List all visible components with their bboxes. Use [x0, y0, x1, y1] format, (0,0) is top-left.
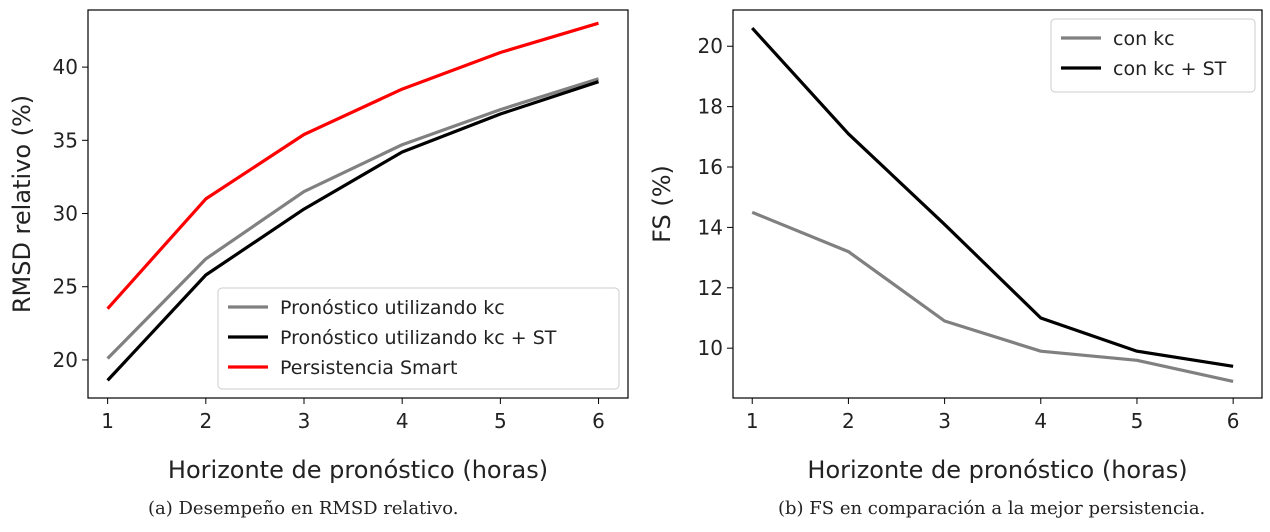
y-axis-label: RMSD relativo (%) — [8, 95, 36, 313]
x-axis-label: Horizonte de pronóstico (horas) — [807, 456, 1187, 484]
x-tick-label: 1 — [101, 409, 114, 433]
x-tick-label: 2 — [199, 409, 212, 433]
y-tick-label: 35 — [53, 128, 78, 152]
series-line-3 — [106, 21, 599, 310]
legend-label-1: Pronóstico utilizando kc — [280, 297, 505, 319]
legend: con kc con kc + ST — [1050, 18, 1256, 93]
legend-label-1: con kc — [1113, 28, 1175, 50]
x-tick-label: 6 — [592, 409, 605, 433]
legend-box — [217, 287, 620, 390]
caption-b: (b) FS en comparación a la mejor persist… — [778, 498, 1206, 519]
y-tick-label: 30 — [53, 202, 78, 226]
series-line-2 — [751, 27, 1234, 368]
y-tick-label: 18 — [698, 95, 723, 119]
legend: Pronóstico utilizando kc Pronóstico utili… — [217, 287, 620, 390]
x-tick-label: 3 — [938, 409, 951, 433]
y-tick-label: 20 — [698, 34, 723, 58]
x-tick-label: 3 — [298, 409, 311, 433]
series-line-1 — [106, 77, 599, 360]
plot-frame — [87, 9, 629, 399]
y-tick-label: 14 — [698, 215, 723, 239]
legend-label-3: Persistencia Smart — [280, 357, 457, 379]
x-tick-label: 4 — [396, 409, 409, 433]
legend-label-2: con kc + ST — [1113, 58, 1227, 80]
x-tick-label: 1 — [746, 409, 759, 433]
x-axis-label: Horizonte de pronóstico (horas) — [168, 456, 548, 484]
y-tick-label: 16 — [698, 155, 723, 179]
caption-a: (a) Desempeño en RMSD relativo. — [148, 498, 459, 519]
x-tick-label: 6 — [1227, 409, 1240, 433]
y-tick-label: 40 — [53, 55, 78, 79]
y-tick-label: 10 — [698, 336, 723, 360]
x-tick-label: 5 — [494, 409, 507, 433]
legend-label-2: Pronóstico utilizando kc + ST — [280, 327, 557, 349]
plot-frame — [732, 9, 1263, 399]
y-tick-label: 25 — [53, 275, 78, 299]
x-tick-label: 2 — [842, 409, 855, 433]
y-tick-label: 20 — [53, 348, 78, 372]
series-line-2 — [106, 80, 600, 382]
y-axis-label: FS (%) — [648, 165, 676, 243]
x-tick-label: 5 — [1131, 409, 1144, 433]
legend-box — [1050, 18, 1256, 93]
series-line-1 — [751, 210, 1234, 383]
chart-panel-a: 1 2 3 4 5 6 20 25 30 35 40 Horizonte de pronóstico … — [8, 9, 629, 484]
y-tick-label: 12 — [698, 276, 723, 300]
x-tick-label: 4 — [1034, 409, 1047, 433]
